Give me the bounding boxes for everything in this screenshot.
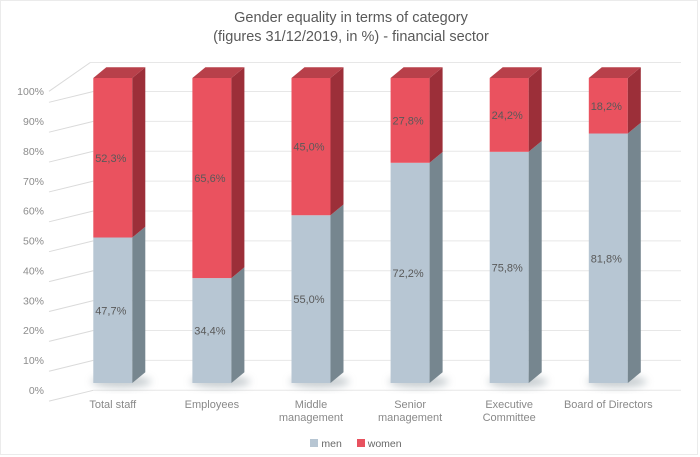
- svg-text:55,0%: 55,0%: [293, 294, 324, 306]
- svg-text:70%: 70%: [23, 176, 44, 188]
- svg-text:72,2%: 72,2%: [392, 268, 423, 280]
- svg-text:60%: 60%: [23, 206, 44, 218]
- svg-text:52,3%: 52,3%: [95, 153, 126, 165]
- svg-text:10%: 10%: [23, 355, 44, 367]
- svg-text:0%: 0%: [29, 385, 44, 397]
- svg-text:30%: 30%: [23, 295, 44, 307]
- svg-text:24,2%: 24,2%: [492, 110, 523, 122]
- svg-text:65,6%: 65,6%: [194, 173, 225, 185]
- svg-text:80%: 80%: [23, 146, 44, 158]
- svg-text:20%: 20%: [23, 325, 44, 337]
- svg-text:34,4%: 34,4%: [194, 326, 225, 338]
- svg-text:90%: 90%: [23, 116, 44, 128]
- svg-text:47,7%: 47,7%: [95, 305, 126, 317]
- svg-text:45,0%: 45,0%: [293, 142, 324, 154]
- svg-text:100%: 100%: [17, 86, 44, 98]
- svg-text:18,2%: 18,2%: [591, 101, 622, 113]
- svg-text:81,8%: 81,8%: [591, 253, 622, 265]
- svg-text:75,8%: 75,8%: [492, 262, 523, 274]
- svg-text:40%: 40%: [23, 265, 44, 277]
- svg-text:27,8%: 27,8%: [392, 115, 423, 127]
- svg-text:50%: 50%: [23, 236, 44, 248]
